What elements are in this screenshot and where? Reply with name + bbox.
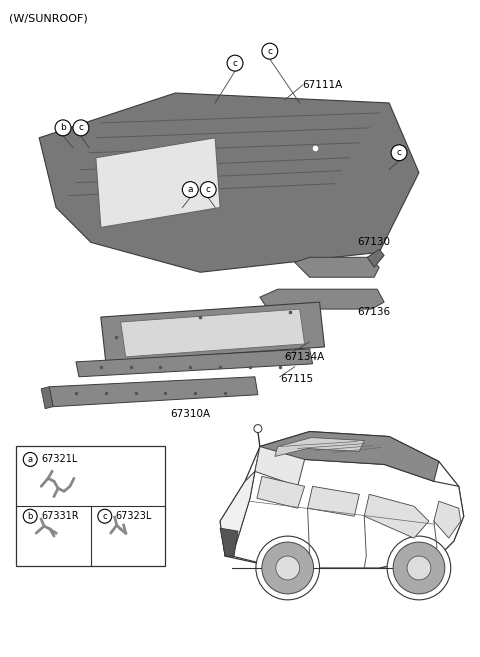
Polygon shape (257, 476, 305, 509)
Text: a: a (28, 455, 33, 464)
Text: 67134A: 67134A (285, 352, 325, 362)
Polygon shape (434, 501, 461, 538)
Polygon shape (255, 432, 439, 482)
Text: (W/SUNROOF): (W/SUNROOF) (9, 13, 88, 24)
Text: c: c (78, 124, 84, 132)
Text: 67111A: 67111A (302, 80, 343, 90)
Text: c: c (206, 185, 211, 194)
Polygon shape (220, 432, 464, 568)
Polygon shape (367, 250, 384, 267)
Circle shape (387, 536, 451, 600)
Polygon shape (39, 93, 419, 272)
Circle shape (262, 43, 278, 59)
Circle shape (23, 509, 37, 523)
Polygon shape (101, 302, 324, 362)
Text: c: c (396, 148, 402, 157)
Text: c: c (267, 47, 272, 56)
Text: 67115: 67115 (280, 374, 313, 384)
FancyBboxPatch shape (16, 447, 166, 566)
Text: c: c (102, 512, 107, 521)
Text: 67331R: 67331R (41, 511, 79, 521)
Circle shape (407, 556, 431, 580)
Circle shape (391, 145, 407, 161)
Polygon shape (49, 377, 258, 407)
Text: 67310A: 67310A (170, 409, 211, 419)
Polygon shape (275, 438, 364, 457)
Text: 67136: 67136 (357, 307, 390, 317)
Circle shape (200, 181, 216, 198)
Text: a: a (188, 185, 193, 194)
Circle shape (182, 181, 198, 198)
Polygon shape (96, 138, 220, 227)
Circle shape (55, 120, 71, 136)
Circle shape (254, 424, 262, 432)
Polygon shape (220, 471, 255, 556)
Text: 67323L: 67323L (116, 511, 152, 521)
Polygon shape (364, 494, 429, 538)
Polygon shape (260, 289, 384, 309)
Circle shape (262, 542, 313, 594)
Polygon shape (295, 258, 379, 277)
Polygon shape (76, 349, 312, 377)
Circle shape (227, 55, 243, 71)
Text: b: b (27, 512, 33, 521)
Text: 67321L: 67321L (41, 455, 78, 464)
Polygon shape (308, 486, 360, 516)
Circle shape (98, 509, 112, 523)
Text: b: b (60, 124, 66, 132)
Text: c: c (232, 58, 238, 68)
Circle shape (23, 453, 37, 466)
Polygon shape (232, 459, 464, 568)
Circle shape (276, 556, 300, 580)
Circle shape (256, 536, 320, 600)
Polygon shape (41, 387, 53, 409)
Circle shape (73, 120, 89, 136)
Polygon shape (120, 309, 305, 357)
Polygon shape (220, 528, 238, 556)
Circle shape (393, 542, 445, 594)
Text: 67130: 67130 (357, 237, 390, 248)
Polygon shape (255, 447, 305, 486)
